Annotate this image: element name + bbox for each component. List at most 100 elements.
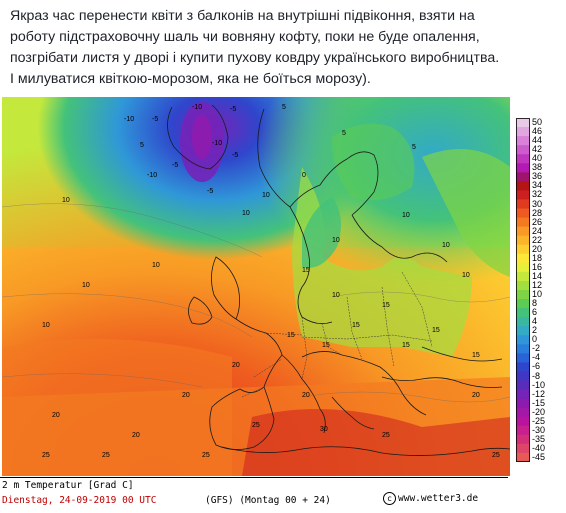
color-scale-label: 32: [532, 189, 543, 200]
temperature-label: 15: [432, 327, 440, 334]
color-scale-label: 20: [532, 243, 543, 254]
color-scale-label: 44: [532, 135, 543, 146]
color-scale-label: 0: [532, 334, 538, 345]
color-scale-label: 40: [532, 153, 543, 164]
temperature-label: -10: [147, 172, 157, 179]
color-scale-segment: [516, 118, 530, 128]
color-scale-bar: [516, 118, 530, 462]
color-scale-segment: [516, 335, 530, 345]
color-scale-segment: [516, 181, 530, 191]
temperature-label: -5: [232, 152, 238, 159]
temperature-label: 25: [202, 452, 210, 459]
temperature-label: 10: [262, 192, 270, 199]
color-scale-label: -40: [532, 442, 546, 453]
color-scale-label: 24: [532, 225, 543, 236]
credit-label: c www.wetter3.de: [383, 492, 478, 505]
temperature-label: 25: [102, 452, 110, 459]
temperature-label: 10: [152, 262, 160, 269]
color-scale-label: 12: [532, 280, 543, 290]
temperature-label: 5: [140, 142, 144, 149]
color-scale-label: 26: [532, 216, 543, 227]
temperature-label: -10: [212, 140, 222, 147]
color-scale-segment: [516, 199, 530, 209]
color-scale-label: 2: [532, 325, 538, 336]
color-scale-segment: [516, 434, 530, 445]
temperature-label: -5: [172, 162, 178, 169]
color-scale-segment: [516, 280, 530, 291]
color-scale-segment: [516, 344, 530, 354]
temperature-label: -10: [124, 116, 134, 123]
color-scale-segment: [516, 127, 530, 137]
temperature-label: 10: [402, 212, 410, 219]
color-scale-label: -12: [532, 388, 546, 399]
temperature-label: 25: [492, 452, 500, 459]
temperature-label: 10: [332, 292, 340, 299]
temperature-label: 20: [302, 392, 310, 399]
model-run-label: (GFS) (Montag 00 + 24): [205, 495, 331, 506]
color-scale-labels: 50 46 44 42 40 38 36 34 32 30 28 26 24 22 20 18 16 14 12 10…: [532, 118, 556, 462]
temperature-label: 10: [462, 272, 470, 279]
color-scale-segment: [516, 407, 530, 418]
color-scale-label: 16: [532, 261, 543, 272]
borders: [241, 271, 433, 398]
temperature-label: 0: [302, 172, 306, 179]
credit-text: www.wetter3.de: [398, 493, 479, 504]
temperature-label: 20: [132, 432, 140, 439]
map-footer: 2 m Temperatur [Grad C] Dienstag, 24-09-…: [0, 477, 508, 512]
temperature-label: -5: [152, 116, 158, 123]
color-scale-label: 4: [532, 316, 538, 327]
color-scale-label: -20: [532, 406, 546, 417]
temperature-map: -10 -5 -5 -5 -10 -5 -10 -10 -5 0 5 5 5 5 10 10 10 10 10 10 1…: [2, 97, 510, 476]
post-text: Якраз час перенести квіти з балконів на …: [10, 6, 556, 90]
color-scale-segment: [516, 416, 530, 427]
color-scale-segment: [516, 353, 530, 363]
color-scale-label: 10: [532, 289, 543, 299]
post-line: позгрібати листя у дворі і купити пухову…: [10, 50, 500, 66]
temperature-label: -5: [230, 106, 236, 113]
color-scale-segment: [516, 371, 530, 381]
temperature-label: 5: [412, 144, 416, 151]
color-scale-segment: [516, 262, 530, 273]
temperature-label: 10: [242, 210, 250, 217]
temperature-label: 10: [42, 322, 50, 329]
color-scale-segment: [516, 443, 530, 454]
temperature-label: 15: [352, 322, 360, 329]
color-scale-label: 14: [532, 270, 543, 281]
color-scale-segment: [516, 145, 530, 155]
temperature-label: 15: [382, 302, 390, 309]
temperature-label: -10: [192, 104, 202, 111]
color-scale-label: -8: [532, 370, 541, 381]
temperature-label: 20: [232, 362, 240, 369]
color-scale-label: 8: [532, 298, 538, 309]
color-scale-label: -30: [532, 424, 546, 435]
color-scale-label: -15: [532, 397, 546, 408]
weather-map-image[interactable]: -10 -5 -5 -5 -10 -5 -10 -10 -5 0 5 5 5 5 10 10 10 10 10 10 1…: [0, 97, 556, 513]
color-scale-segment: [516, 208, 530, 218]
temperature-label: 20: [472, 392, 480, 399]
date-label: Dienstag, 24-09-2019 00 UTC: [2, 495, 157, 506]
color-scale-segment: [516, 226, 530, 237]
temperature-label: 10: [82, 282, 90, 289]
temperature-map-svg: -10 -5 -5 -5 -10 -5 -10 -10 -5 0 5 5 5 5 10 10 10 10 10 10 1…: [2, 97, 510, 476]
temperature-label: -5: [207, 188, 213, 195]
temperature-label: 10: [62, 197, 70, 204]
variable-label: 2 m Temperatur [Grad C]: [2, 480, 134, 491]
copyright-icon: c: [383, 492, 396, 505]
color-scale-label: -6: [532, 361, 541, 372]
color-scale-segment: [516, 235, 530, 246]
color-scale-label: 28: [532, 207, 543, 218]
color-scale-segment: [516, 190, 530, 200]
color-scale-segment: [516, 253, 530, 264]
temperature-label: 10: [332, 237, 340, 244]
temperature-label: 15: [472, 352, 480, 359]
color-scale-label: -4: [532, 352, 541, 363]
color-scale-segment: [516, 380, 530, 390]
temperature-label: 15: [287, 332, 295, 339]
temperature-label: 5: [282, 104, 286, 111]
color-scale-label: 22: [532, 234, 543, 245]
temperature-label: 15: [302, 267, 310, 274]
color-scale-segment: [516, 326, 530, 336]
color-scale-segment: [516, 452, 530, 462]
color-scale-label: 30: [532, 198, 543, 209]
color-scale-label: 42: [532, 144, 543, 155]
